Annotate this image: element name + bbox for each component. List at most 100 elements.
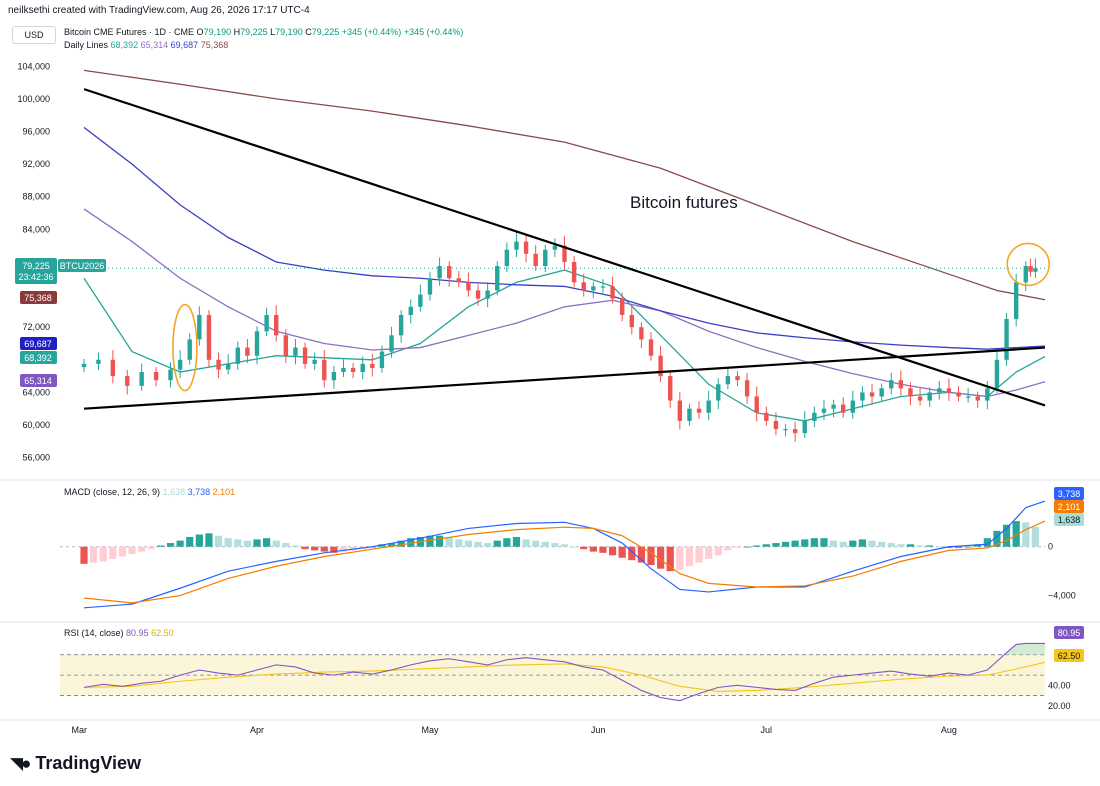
- candle-body: [514, 241, 519, 250]
- change-value: +345 (+0.44%): [341, 27, 402, 37]
- macd-histogram-bar: [214, 535, 223, 547]
- candle-body: [965, 396, 971, 398]
- candle: [475, 284, 481, 306]
- macd-histogram-bar: [234, 539, 242, 547]
- candle-body: [821, 408, 827, 413]
- macd-histogram-bar: [224, 538, 232, 547]
- symbol-title[interactable]: Bitcoin CME Futures · 1D · CME: [64, 27, 195, 37]
- candle: [418, 284, 423, 312]
- rsi-ma-value-badge: [1054, 649, 1084, 662]
- candle-body: [831, 404, 836, 409]
- candle: [773, 412, 779, 436]
- macd-histogram-bar: [503, 538, 511, 547]
- candle: [322, 350, 327, 388]
- macd-histogram-bar: [647, 546, 655, 566]
- candle: [533, 245, 538, 271]
- candle-body: [783, 429, 788, 431]
- candle-body: [629, 314, 634, 328]
- candle-body: [293, 347, 298, 356]
- macd-line-value: 3,738: [187, 487, 211, 497]
- candle: [658, 345, 663, 383]
- macd-histogram-bar: [753, 545, 761, 547]
- macd-histogram-bar: [762, 544, 770, 547]
- rsi-label[interactable]: RSI (14, close): [64, 628, 124, 638]
- macd-histogram-bar: [551, 543, 559, 547]
- macd-histogram-bar: [397, 540, 405, 547]
- currency-button[interactable]: USD: [12, 26, 56, 44]
- macd-histogram-bar: [906, 544, 915, 547]
- macd-histogram-bar: [484, 543, 492, 547]
- candle: [1004, 312, 1009, 366]
- candle-body: [312, 359, 317, 364]
- macd-histogram-bar: [205, 533, 213, 547]
- y-tick-label: 88,000: [22, 192, 50, 202]
- candle: [754, 386, 759, 422]
- rsi-ma-value: 62.50: [151, 628, 174, 638]
- macd-histogram-bar: [897, 544, 905, 547]
- macd-histogram-bar: [926, 545, 934, 547]
- candle: [398, 310, 404, 343]
- candle-body: [456, 278, 462, 283]
- candle: [600, 279, 606, 295]
- macd-histogram-bar: [810, 538, 818, 547]
- macd-histogram-bar: [829, 540, 838, 547]
- tradingview-brand[interactable]: ◥● TradingView: [10, 753, 141, 774]
- trendline: [83, 346, 1046, 410]
- candle: [216, 352, 221, 379]
- candle-body: [466, 282, 471, 291]
- macd-histogram-bar: [820, 538, 828, 547]
- macd-histogram-bar: [90, 546, 98, 563]
- candle: [744, 372, 750, 404]
- macd-histogram-bar: [676, 546, 684, 570]
- x-tick-label: Apr: [250, 725, 264, 735]
- candle: [370, 354, 375, 377]
- candle-body: [475, 290, 481, 299]
- last-price-text: 79,225: [22, 261, 50, 271]
- hist-value-badge: [1054, 513, 1084, 526]
- candle: [456, 270, 462, 288]
- daily-lines-label[interactable]: Daily Lines: [64, 40, 109, 50]
- x-tick-label: May: [421, 725, 439, 735]
- candle: [302, 342, 308, 369]
- macd-histogram-bar: [628, 546, 636, 561]
- y-tick-label: 100,000: [17, 94, 50, 104]
- candle-body: [581, 282, 586, 291]
- ma100-text: 69,687: [24, 339, 52, 349]
- x-tick-label: Jul: [761, 725, 773, 735]
- candle: [581, 273, 586, 297]
- y-tick-label: 104,000: [17, 61, 50, 71]
- candle: [629, 306, 634, 335]
- candle-body: [264, 314, 269, 332]
- candle-body: [946, 388, 952, 393]
- candle: [706, 390, 711, 421]
- signal-value-text: 2,101: [1058, 502, 1081, 512]
- candle: [523, 235, 529, 263]
- macd-histogram-bar: [282, 543, 290, 547]
- macd-histogram-bar: [99, 546, 107, 562]
- candle-body: [389, 335, 394, 352]
- macd-histogram-bar: [685, 546, 694, 567]
- macd-histogram-bar: [128, 546, 136, 555]
- candle: [466, 272, 471, 297]
- candle: [168, 362, 173, 388]
- chart-canvas[interactable]: 56,00060,00064,00068,00072,00076,00080,0…: [0, 0, 1100, 745]
- macd-histogram-bar: [455, 539, 463, 547]
- ma100-value: 69,687: [170, 40, 199, 50]
- macd-histogram-bar: [733, 546, 742, 548]
- y-tick-label: 72,000: [22, 322, 50, 332]
- macd-histogram-bar: [253, 539, 261, 547]
- macd-histogram-bar: [311, 546, 319, 551]
- macd-histogram-bar: [474, 541, 482, 547]
- rsi-overbought-fill: [1006, 643, 1045, 655]
- candle: [485, 281, 490, 308]
- macd-histogram-bar: [935, 546, 943, 548]
- candle-body: [370, 363, 375, 368]
- highlight-circle: [1006, 242, 1050, 287]
- candle-body: [283, 335, 289, 356]
- macd-histogram-bar: [301, 546, 309, 550]
- candle: [687, 403, 692, 426]
- change-value-2: +345 (+0.44%): [403, 27, 464, 37]
- candle: [668, 369, 673, 408]
- candle-body: [812, 412, 817, 421]
- macd-label[interactable]: MACD (close, 12, 26, 9): [64, 487, 161, 497]
